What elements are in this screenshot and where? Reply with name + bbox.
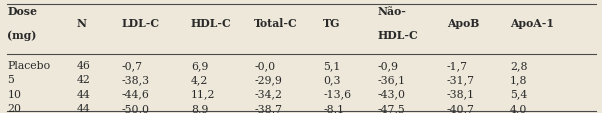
Text: 1,8: 1,8 (510, 75, 527, 85)
Text: 4,0: 4,0 (510, 103, 527, 113)
Text: 4,2: 4,2 (191, 75, 208, 85)
Text: 46: 46 (76, 61, 90, 71)
Text: -29,9: -29,9 (254, 75, 282, 85)
Text: 10: 10 (7, 89, 21, 99)
Text: -0,9: -0,9 (377, 61, 399, 71)
Text: -34,2: -34,2 (254, 89, 282, 99)
Text: -13,6: -13,6 (323, 89, 352, 99)
Text: 5,4: 5,4 (510, 89, 527, 99)
Text: -44,6: -44,6 (122, 89, 149, 99)
Text: Total-C: Total-C (254, 18, 298, 29)
Text: ApoB: ApoB (447, 18, 479, 29)
Text: 8,9: 8,9 (191, 103, 208, 113)
Text: -43,0: -43,0 (377, 89, 406, 99)
Text: -0,0: -0,0 (254, 61, 275, 71)
Text: -8,1: -8,1 (323, 103, 344, 113)
Text: 5: 5 (7, 75, 14, 85)
Text: -1,7: -1,7 (447, 61, 468, 71)
Text: Não-: Não- (377, 6, 406, 17)
Text: TG: TG (323, 18, 341, 29)
Text: 11,2: 11,2 (191, 89, 216, 99)
Text: -38,1: -38,1 (447, 89, 475, 99)
Text: -38,3: -38,3 (122, 75, 150, 85)
Text: Placebo: Placebo (7, 61, 51, 71)
Text: 0,3: 0,3 (323, 75, 341, 85)
Text: -31,7: -31,7 (447, 75, 475, 85)
Text: 42: 42 (76, 75, 90, 85)
Text: N: N (76, 18, 87, 29)
Text: ApoA-1: ApoA-1 (510, 18, 554, 29)
Text: HDL-C: HDL-C (191, 18, 232, 29)
Text: 5,1: 5,1 (323, 61, 341, 71)
Text: 44: 44 (76, 103, 90, 113)
Text: 44: 44 (76, 89, 90, 99)
Text: Dose: Dose (7, 6, 37, 17)
Text: 2,8: 2,8 (510, 61, 527, 71)
Text: -36,1: -36,1 (377, 75, 406, 85)
Text: 6,9: 6,9 (191, 61, 208, 71)
Text: -40,7: -40,7 (447, 103, 474, 113)
Text: 20: 20 (7, 103, 21, 113)
Text: (mg): (mg) (7, 30, 37, 40)
Text: -47,5: -47,5 (377, 103, 405, 113)
Text: HDL-C: HDL-C (377, 30, 418, 40)
Text: -50,0: -50,0 (122, 103, 150, 113)
Text: LDL-C: LDL-C (122, 18, 160, 29)
Text: -0,7: -0,7 (122, 61, 143, 71)
Text: -38,7: -38,7 (254, 103, 282, 113)
